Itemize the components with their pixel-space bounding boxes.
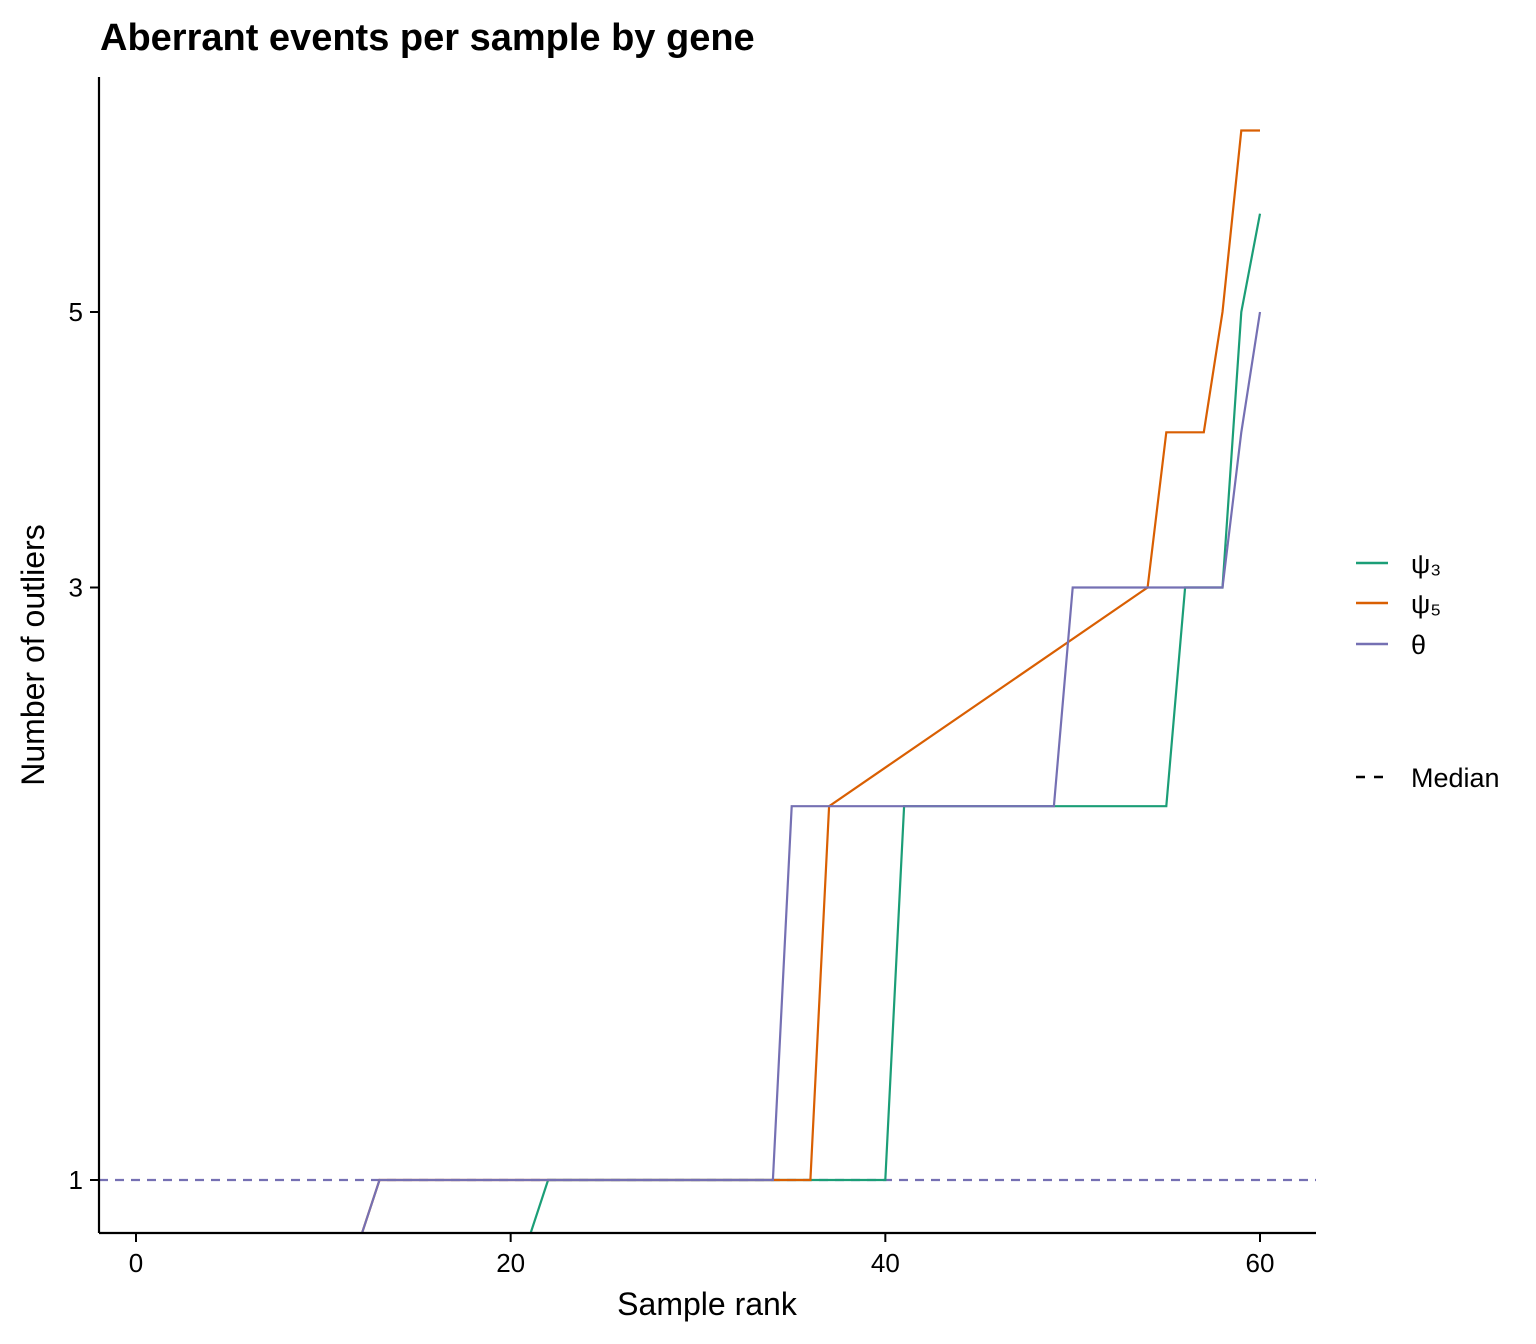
series-line-3	[361, 311, 1262, 1232]
legend-label-median: Median	[1411, 763, 1500, 793]
series-line-1	[529, 213, 1262, 1232]
y-tick-label: 1	[69, 1165, 83, 1195]
legend-label-1: ψ₃	[1411, 549, 1441, 579]
y-tick-label: 3	[69, 572, 83, 602]
x-tick-label: 20	[496, 1248, 525, 1278]
y-axis-ticks: 1 3 5	[69, 297, 99, 1195]
x-axis-title: Sample rank	[617, 1286, 798, 1322]
y-axis-title: Number of outliers	[15, 524, 51, 785]
x-tick-label: 40	[871, 1248, 900, 1278]
y-tick-label: 5	[69, 297, 83, 327]
x-axis-ticks: 0 20 40 60	[129, 1233, 1275, 1278]
x-tick-label: 60	[1246, 1248, 1275, 1278]
legend: ψ₃ ψ₅ θ Median	[1356, 549, 1500, 793]
legend-label-3: θ	[1411, 630, 1426, 660]
legend-label-2: ψ₅	[1411, 589, 1441, 619]
series-line-2	[361, 129, 1260, 1232]
chart-title: Aberrant events per sample by gene	[100, 17, 755, 59]
plot-area	[100, 129, 1316, 1232]
x-tick-label: 0	[129, 1248, 143, 1278]
